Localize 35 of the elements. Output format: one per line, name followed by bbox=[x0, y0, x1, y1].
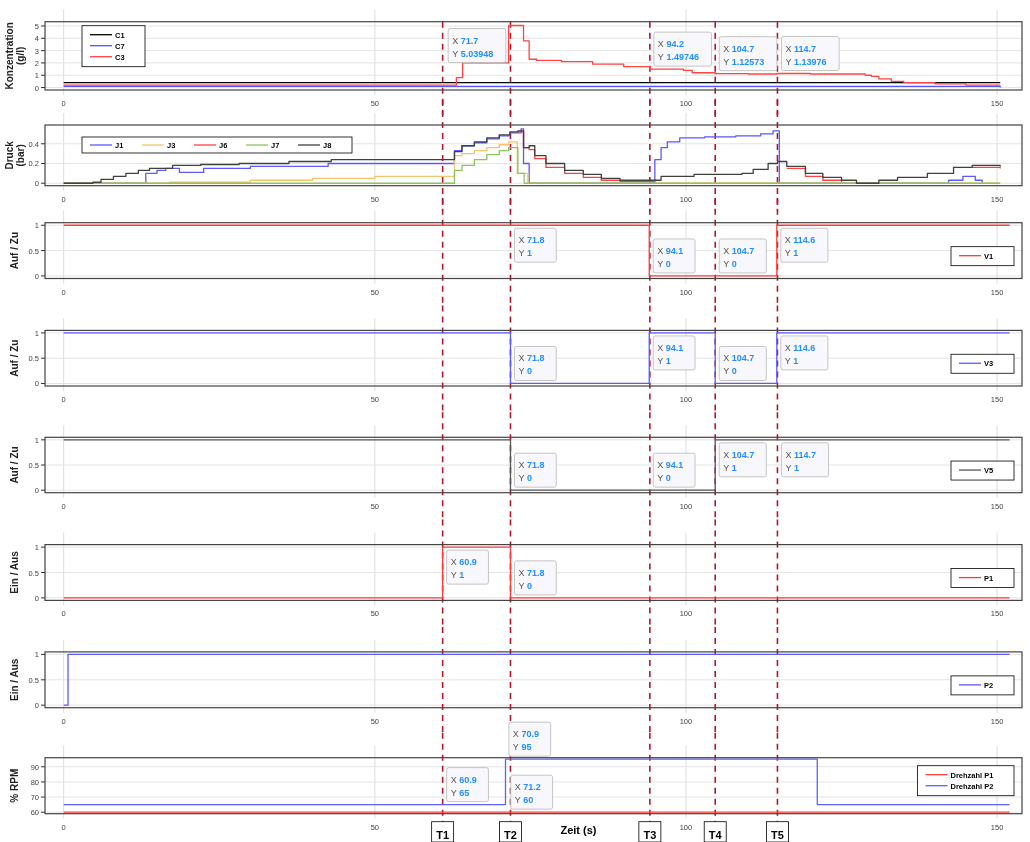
annotation: X 94.1 Y 0 bbox=[657, 245, 684, 269]
ref-line-label: T5 bbox=[771, 828, 784, 841]
annotation: X 60.9 Y 65 bbox=[450, 774, 477, 798]
annotation: X 71.7 Y 5.03948 bbox=[452, 35, 494, 59]
annotation: X 94.1 Y 0 bbox=[657, 460, 684, 484]
ref-line-label: T2 bbox=[504, 828, 517, 841]
annotation: X 94.1 Y 1 bbox=[657, 342, 684, 366]
annotation: X 114.6 Y 1 bbox=[784, 342, 816, 366]
y-axis-title: Ein / Aus bbox=[9, 658, 20, 702]
y-axis-title: Auf / Zu bbox=[9, 446, 20, 484]
ref-line-label: T4 bbox=[708, 828, 723, 841]
y-axis-title: Ein / Aus bbox=[9, 550, 20, 594]
y-axis-title: Auf / Zu bbox=[9, 339, 20, 377]
y-axis-title: Konzentration (g/l) bbox=[4, 22, 26, 90]
y-axis-title: % RPM bbox=[9, 768, 20, 803]
annotation: X 94.2 Y 1.49746 bbox=[657, 39, 699, 63]
ref-line-label: T1 bbox=[436, 828, 450, 841]
annotation: X 71.8 Y 1 bbox=[518, 235, 545, 259]
annotation: X 71.8 Y 0 bbox=[518, 353, 545, 377]
ref-line-label: T3 bbox=[643, 828, 657, 841]
annotation: X 114.7 Y 1 bbox=[785, 449, 816, 473]
annotation: X 60.9 Y 1 bbox=[450, 557, 477, 581]
annotation: X 114.7 Y 1.13976 bbox=[785, 43, 827, 67]
annotation: X 104.7 Y 0 bbox=[723, 353, 755, 377]
annotation: X 104.7 Y 0 bbox=[723, 245, 755, 269]
annotation: X 114.6 Y 1 bbox=[784, 235, 816, 259]
annotation: X 104.7 Y 1.12573 bbox=[723, 43, 765, 67]
x-axis-title: Zeit (s) bbox=[560, 823, 597, 836]
annotation: X 71.2 Y 60 bbox=[514, 782, 541, 806]
annotation: X 71.8 Y 0 bbox=[518, 460, 545, 484]
annotation: X 70.9 Y 95 bbox=[512, 729, 539, 753]
y-axis-title: Druck (bar) bbox=[4, 140, 26, 170]
y-axis-title: Auf / Zu bbox=[9, 231, 20, 270]
annotation: X 104.7 Y 1 bbox=[723, 449, 755, 473]
annotation: X 71.8 Y 0 bbox=[518, 567, 545, 591]
